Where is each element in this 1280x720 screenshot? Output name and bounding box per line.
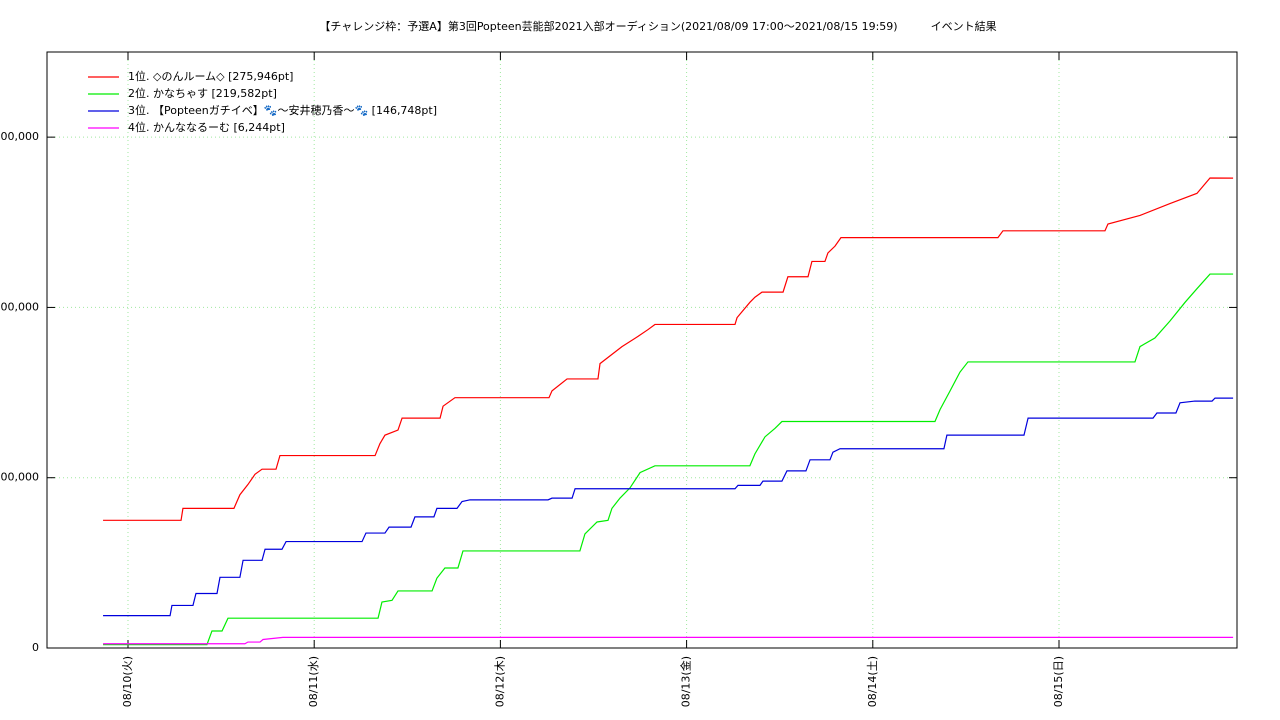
x-tick-label: 08/11(水) [307,656,320,707]
x-tick-label: 08/12(木) [493,656,506,707]
y-tick-label: 200,000 [0,300,39,313]
series-line [103,636,1234,645]
y-tick-label: 100,000 [0,471,39,484]
plot-border [46,51,1238,649]
legend-label: 4位. かんななるーむ [6,244pt] [128,120,285,134]
series-line [103,273,1234,646]
x-tick-label: 08/13(金) [679,656,693,707]
x-tick-label: 08/10(火) [121,656,134,707]
legend-label: 3位. 【Popteenガチイベ】🐾〜安井穂乃香〜🐾 [146,748pt] [128,103,437,117]
x-tick-label: 08/15(日) [1052,656,1065,707]
legend-label: 2位. かなちゃす [219,582pt] [128,86,277,100]
y-tick-label: 300,000 [0,130,39,143]
legend-label: 1位. ◇のんルーム◇ [275,946pt] [128,69,293,83]
series-line [103,397,1234,617]
series-line [103,177,1234,521]
chart-title: 【チャレンジ枠：予選A】第3回Popteen芸能部2021入部オーディション(2… [319,19,996,33]
y-tick-label: 0 [32,641,39,654]
x-tick-label: 08/14(土) [866,656,879,707]
